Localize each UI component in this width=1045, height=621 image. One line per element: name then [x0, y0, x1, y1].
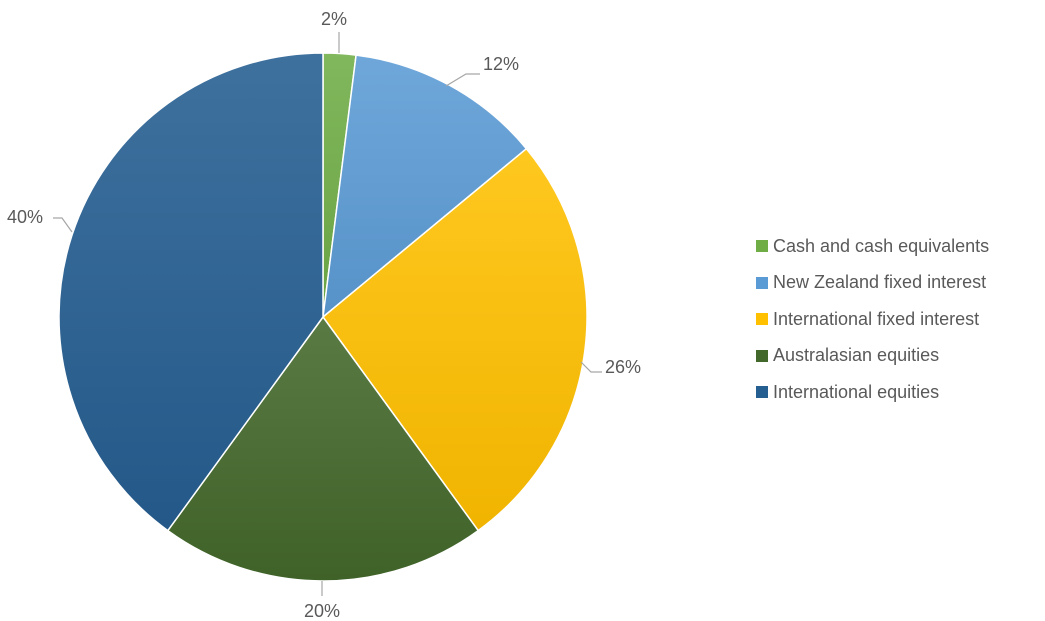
pie-slice-international-equities [58, 52, 324, 532]
legend-label: New Zealand fixed interest [773, 272, 987, 293]
legend-swatch [756, 276, 768, 289]
data-label: 12% [483, 54, 519, 74]
data-label: 2% [321, 9, 347, 29]
legend-item: International equities [756, 374, 1041, 411]
data-labels: 2% 12% 26% 20% 40% [7, 9, 641, 621]
pie-slice-new-zealand-fixed-interest [322, 54, 528, 319]
chart-legend: Cash and cash equivalents New Zealand fix… [756, 228, 1041, 411]
pie-slice-international-fixed-interest [321, 147, 588, 532]
data-label: 20% [304, 601, 340, 621]
legend-swatch [756, 349, 768, 362]
legend-item: International fixed interest [756, 301, 1041, 338]
legend-label: International equities [773, 381, 940, 402]
legend-item: Cash and cash equivalents [756, 228, 1041, 265]
legend-label: Cash and cash equivalents [773, 235, 990, 256]
data-label: 40% [7, 207, 43, 227]
leader-line [53, 217, 73, 233]
data-label: 26% [605, 357, 641, 377]
legend-swatch [756, 240, 768, 253]
legend-item: New Zealand fixed interest [756, 265, 1041, 302]
legend-label: Australasian equities [773, 345, 940, 366]
legend-swatch [756, 386, 768, 399]
leader-lines [53, 32, 602, 596]
leader-line [580, 361, 602, 373]
legend-swatch [756, 313, 768, 326]
legend-label: International fixed interest [773, 308, 980, 329]
pie-slices [58, 52, 588, 582]
leader-line [445, 73, 480, 87]
pie-slice-australasian-equities [166, 315, 480, 582]
legend-item: Australasian equities [756, 338, 1041, 375]
